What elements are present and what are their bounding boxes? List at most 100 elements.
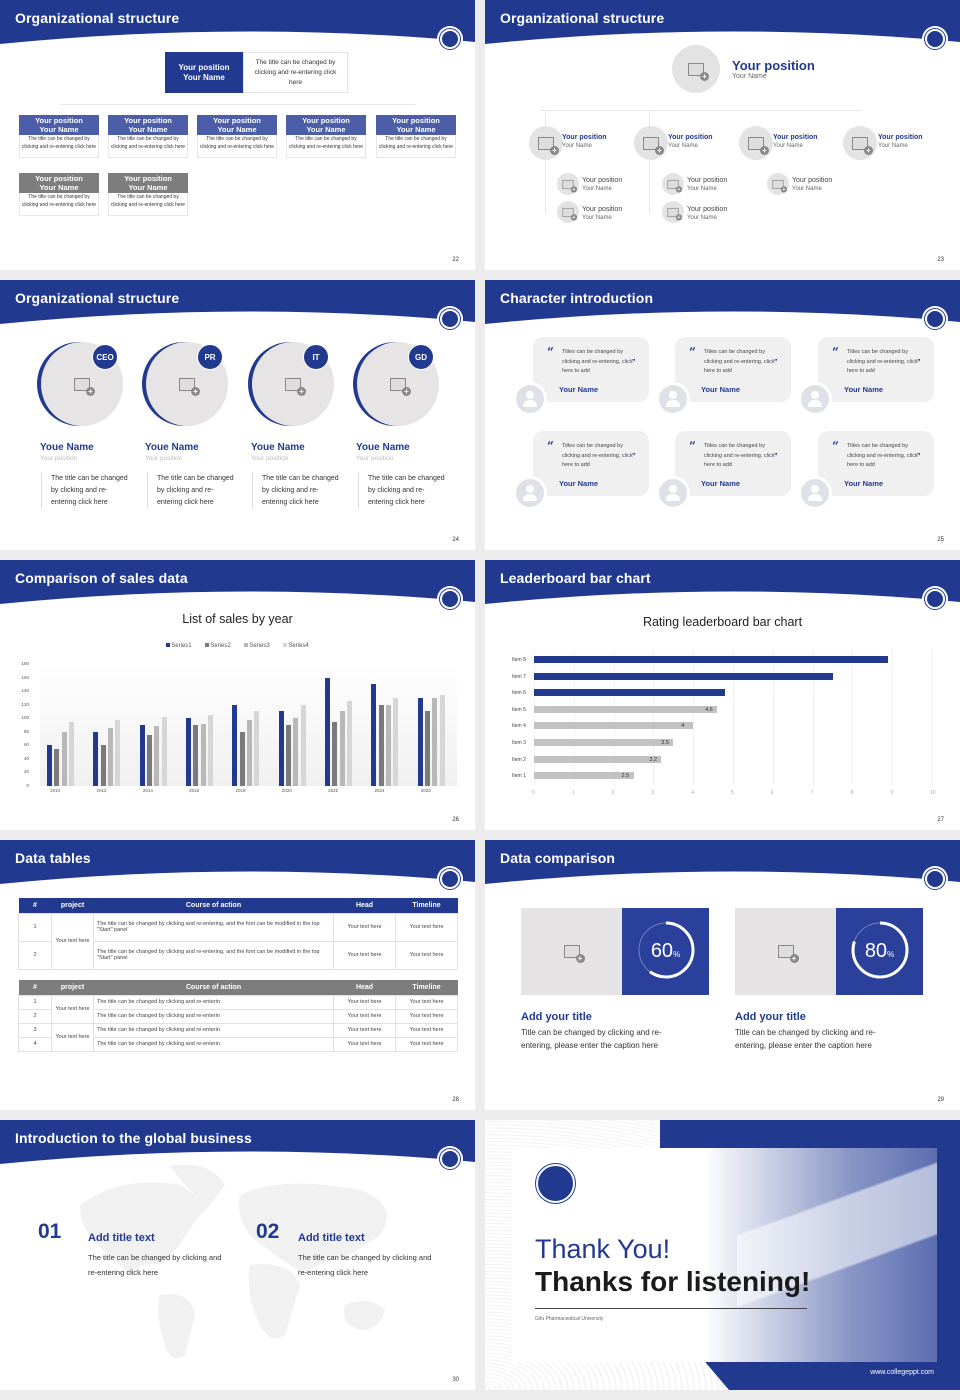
- slide-header: Organizational structure: [485, 0, 960, 44]
- x-tick: 2: [611, 790, 615, 796]
- user-icon: [516, 385, 544, 413]
- slide-title: Organizational structure: [15, 290, 180, 306]
- bar: [385, 704, 391, 786]
- slide-22[interactable]: Organizational structure Your position Yo…: [0, 0, 475, 270]
- testimonial-card: “Titles can be changed by clicking and r…: [818, 431, 934, 496]
- bar: [332, 721, 338, 786]
- x-tick: 4: [691, 790, 694, 796]
- slide-title: Data tables: [15, 850, 91, 866]
- testimonial-card: “Titles can be changed by clicking and r…: [675, 337, 791, 402]
- slide-header: Leaderboard bar chart: [485, 560, 960, 604]
- y-label: Item 3: [512, 740, 526, 746]
- slide-24[interactable]: Organizational structure CEO Youe NameYo…: [0, 280, 475, 550]
- image-add-icon: [562, 207, 578, 221]
- image-add-icon: [643, 136, 664, 155]
- org-card: Your position Your Name The title can be c…: [19, 115, 99, 158]
- bar: [534, 672, 833, 680]
- photo-placeholder[interactable]: [634, 126, 668, 160]
- y-label: Item 5: [512, 706, 526, 713]
- slide-26[interactable]: Comparison of sales data List of sales b…: [0, 560, 475, 830]
- y-label: Item 7: [512, 673, 526, 680]
- y-label: Item 1: [512, 773, 526, 780]
- website-link[interactable]: www.collegeppt.com: [870, 1369, 934, 1376]
- data-label: 3.5: [661, 740, 669, 746]
- slide-header: Data comparison: [485, 840, 960, 884]
- bar: [346, 700, 352, 786]
- photo-placeholder[interactable]: [529, 126, 563, 160]
- y-tick: 40: [23, 755, 29, 761]
- bar: [300, 704, 306, 786]
- photo-placeholder[interactable]: [252, 342, 334, 426]
- university-logo-icon: [437, 306, 463, 332]
- avatar: [656, 476, 690, 510]
- close-quote-icon: ”: [774, 359, 778, 366]
- bar: [47, 745, 52, 786]
- bar: [278, 711, 284, 786]
- bar: [154, 726, 160, 786]
- x-tick: 2016: [189, 788, 200, 793]
- image-add-icon: [667, 207, 683, 221]
- x-tick: 8: [850, 790, 854, 796]
- bar: [393, 697, 399, 786]
- university-logo-icon: [437, 1146, 463, 1172]
- slide-header: Introduction to the global business: [0, 1120, 475, 1164]
- page-number: 27: [937, 817, 944, 823]
- open-quote-icon: “: [832, 345, 839, 359]
- avatar: [513, 476, 547, 510]
- photo-placeholder[interactable]: [843, 126, 877, 160]
- slide-header: Character introduction: [485, 280, 960, 324]
- university-logo-icon: [922, 26, 948, 52]
- progress-ring-icon: [637, 921, 695, 979]
- university-logo-icon: [922, 866, 948, 892]
- y-label: Item 8: [512, 657, 526, 663]
- slide-25[interactable]: Character introduction “Titles can be ch…: [485, 280, 960, 550]
- progress-ring-icon: [851, 921, 909, 979]
- open-quote-icon: “: [547, 345, 554, 359]
- slide-title: Introduction to the global business: [15, 1130, 252, 1146]
- y-tick: 0: [26, 783, 29, 788]
- y-tick: 180: [21, 661, 29, 666]
- y-label: Item 6: [512, 690, 526, 697]
- bar: [285, 725, 291, 786]
- bar: [254, 711, 260, 786]
- slide-28[interactable]: Data tables # project Course of action Head…: [0, 840, 475, 1110]
- slide-header: Organizational structure: [0, 280, 475, 324]
- org-top-box: Your position Your Name: [165, 52, 243, 93]
- bar: [146, 735, 152, 786]
- slide-23[interactable]: Organizational structure Your positionYo…: [485, 0, 960, 270]
- slide-29[interactable]: Data comparison 60% Add your title Title…: [485, 840, 960, 1110]
- image-add-icon: [74, 377, 95, 396]
- role-badge: IT: [303, 344, 329, 370]
- close-quote-icon: ”: [632, 453, 636, 460]
- bar: [534, 722, 694, 730]
- slide-30[interactable]: Introduction to the global business 01 A…: [0, 1120, 475, 1390]
- slide-header: Organizational structure: [0, 0, 475, 44]
- photo-placeholder[interactable]: [735, 908, 836, 995]
- bar: [378, 704, 384, 786]
- close-quote-icon: ”: [774, 453, 778, 460]
- slide-title: Character introduction: [500, 290, 654, 306]
- data-table-1: # project Course of action Head Timeline 1 Yo…: [18, 898, 458, 970]
- close-quote-icon: ”: [917, 453, 921, 460]
- org-card: Your position Your Name The title can be c…: [376, 115, 456, 158]
- bar: [424, 711, 430, 786]
- slide-title: Data comparison: [500, 850, 616, 866]
- bar: [207, 714, 213, 786]
- slide-27[interactable]: Leaderboard bar chart Rating leaderboard…: [485, 560, 960, 830]
- open-quote-icon: “: [547, 439, 554, 453]
- photo-placeholder[interactable]: [672, 45, 720, 93]
- data-label: 4.6: [705, 706, 713, 713]
- user-icon: [801, 479, 829, 507]
- y-tick: 120: [21, 701, 29, 707]
- org-card: Your position Your Name The title can be c…: [197, 115, 277, 158]
- photo-placeholder[interactable]: [521, 908, 622, 995]
- avatar: [798, 382, 832, 416]
- slide-31-thank-you[interactable]: Thank You! Thanks for listening! Gifu Ph…: [485, 1120, 960, 1390]
- page-number: 28: [452, 1097, 459, 1103]
- bar: [115, 719, 121, 786]
- sales-bar-chart: [40, 664, 457, 786]
- bar: [439, 694, 445, 786]
- testimonial-card: “Titles can be changed by clicking and r…: [818, 337, 934, 402]
- photo-placeholder[interactable]: [739, 126, 773, 160]
- y-tick: 60: [23, 742, 29, 748]
